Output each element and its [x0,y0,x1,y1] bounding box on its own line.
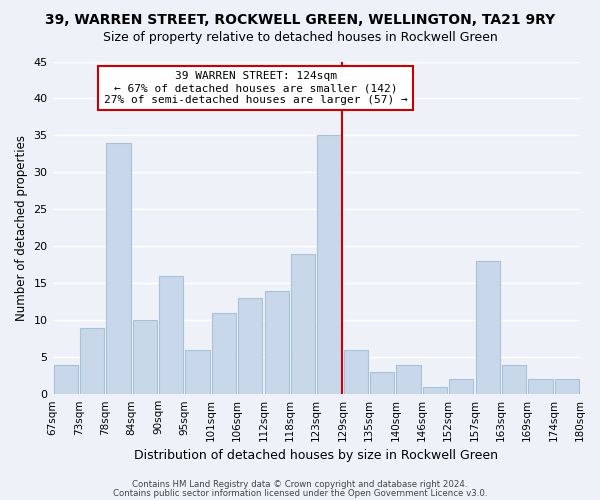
Bar [291,254,315,394]
Bar [529,380,553,394]
Bar [502,364,526,394]
Bar [397,364,421,394]
Bar [185,350,210,394]
Bar [238,298,262,394]
Bar [133,320,157,394]
Bar [106,143,131,394]
Text: Size of property relative to detached houses in Rockwell Green: Size of property relative to detached ho… [103,31,497,44]
Bar [159,276,184,394]
Bar [554,380,579,394]
Bar [449,380,473,394]
Bar [53,364,78,394]
Bar [212,313,236,394]
Bar [265,290,289,394]
X-axis label: Distribution of detached houses by size in Rockwell Green: Distribution of detached houses by size … [134,450,498,462]
Bar [423,387,447,394]
Bar [317,136,341,394]
Text: Contains public sector information licensed under the Open Government Licence v3: Contains public sector information licen… [113,488,487,498]
Bar [344,350,368,394]
Bar [80,328,104,394]
Text: Contains HM Land Registry data © Crown copyright and database right 2024.: Contains HM Land Registry data © Crown c… [132,480,468,489]
Y-axis label: Number of detached properties: Number of detached properties [15,135,28,321]
Bar [476,261,500,394]
Text: 39 WARREN STREET: 124sqm
← 67% of detached houses are smaller (142)
27% of semi-: 39 WARREN STREET: 124sqm ← 67% of detach… [104,72,407,104]
Text: 39, WARREN STREET, ROCKWELL GREEN, WELLINGTON, TA21 9RY: 39, WARREN STREET, ROCKWELL GREEN, WELLI… [45,12,555,26]
Bar [370,372,394,394]
